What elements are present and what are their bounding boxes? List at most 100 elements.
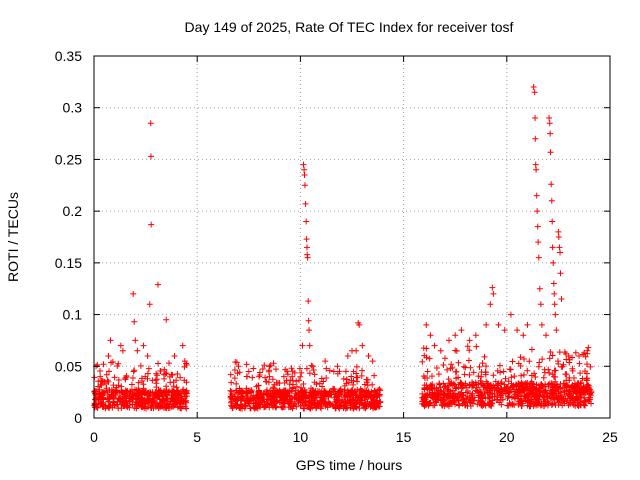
data-point xyxy=(530,84,537,91)
data-point xyxy=(142,373,149,380)
data-point xyxy=(369,381,376,388)
data-point xyxy=(551,301,558,308)
data-point xyxy=(555,360,562,367)
data-point xyxy=(487,301,494,308)
data-point xyxy=(308,394,315,401)
data-point xyxy=(550,259,557,266)
data-point xyxy=(456,402,463,409)
data-point xyxy=(444,384,451,391)
data-point xyxy=(265,379,272,386)
data-point xyxy=(533,166,540,173)
x-tick-label: 15 xyxy=(396,429,412,445)
data-point xyxy=(576,352,583,359)
data-point xyxy=(441,383,448,390)
data-point xyxy=(524,321,531,328)
data-point xyxy=(537,301,544,308)
data-point xyxy=(261,404,268,411)
data-point xyxy=(161,366,168,373)
data-point xyxy=(455,397,462,404)
data-point xyxy=(460,363,467,370)
data-point xyxy=(328,387,335,394)
data-point xyxy=(549,218,556,225)
data-point xyxy=(583,387,590,394)
data-point xyxy=(435,371,442,378)
data-point xyxy=(476,363,483,370)
data-point xyxy=(526,358,533,365)
data-point xyxy=(446,337,453,344)
data-point xyxy=(145,365,152,372)
data-point xyxy=(280,373,287,380)
data-point xyxy=(131,367,138,374)
data-point xyxy=(154,281,161,288)
data-point xyxy=(309,404,316,411)
data-point xyxy=(479,402,486,409)
data-point xyxy=(477,393,484,400)
data-point xyxy=(289,405,296,412)
data-point xyxy=(302,200,309,207)
data-point xyxy=(431,390,438,397)
data-point xyxy=(536,359,543,366)
data-point xyxy=(245,400,252,407)
data-point xyxy=(92,392,99,399)
data-point xyxy=(462,364,469,371)
data-point xyxy=(542,401,549,408)
data-point xyxy=(549,244,556,251)
data-point xyxy=(293,378,300,385)
data-point xyxy=(262,374,269,381)
y-tick-label: 0.05 xyxy=(55,358,82,374)
data-point xyxy=(494,381,501,388)
data-point xyxy=(513,386,520,393)
data-point xyxy=(128,381,135,388)
data-point xyxy=(420,345,427,352)
data-point xyxy=(426,400,433,407)
data-point xyxy=(350,396,357,403)
data-point xyxy=(135,379,142,386)
data-point xyxy=(273,379,280,386)
data-point xyxy=(353,363,360,370)
data-point xyxy=(311,379,318,386)
data-point xyxy=(286,381,293,388)
data-point xyxy=(450,395,457,402)
data-point xyxy=(133,387,140,394)
data-point xyxy=(527,380,534,387)
data-point xyxy=(147,153,154,160)
data-point xyxy=(574,393,581,400)
data-point xyxy=(371,372,378,379)
data-point xyxy=(458,327,465,334)
data-point xyxy=(436,394,443,401)
data-point xyxy=(227,399,234,406)
y-tick-label: 0.2 xyxy=(63,203,83,219)
data-point xyxy=(509,358,516,365)
data-point xyxy=(167,398,174,405)
data-point xyxy=(563,377,570,384)
data-point xyxy=(140,381,147,388)
data-point xyxy=(179,342,186,349)
data-point xyxy=(583,370,590,377)
data-point xyxy=(518,387,525,394)
data-point xyxy=(432,395,439,402)
data-point xyxy=(321,393,328,400)
data-point xyxy=(555,228,562,235)
data-point xyxy=(306,327,313,334)
data-point xyxy=(146,301,153,308)
data-point xyxy=(358,372,365,379)
data-point xyxy=(337,387,344,394)
data-point xyxy=(439,396,446,403)
data-point xyxy=(334,363,341,370)
data-point xyxy=(181,363,188,370)
data-point xyxy=(438,388,445,395)
data-point xyxy=(581,388,588,395)
data-point xyxy=(553,327,560,334)
data-point xyxy=(111,374,118,381)
data-point xyxy=(531,89,538,96)
data-point xyxy=(150,393,157,400)
data-point xyxy=(354,378,361,385)
data-point xyxy=(549,384,556,391)
data-point xyxy=(564,395,571,402)
data-point xyxy=(181,377,188,384)
x-tick-label: 20 xyxy=(499,429,515,445)
data-point xyxy=(123,374,130,381)
data-point xyxy=(369,358,376,365)
data-point xyxy=(498,379,505,386)
data-point xyxy=(536,386,543,393)
